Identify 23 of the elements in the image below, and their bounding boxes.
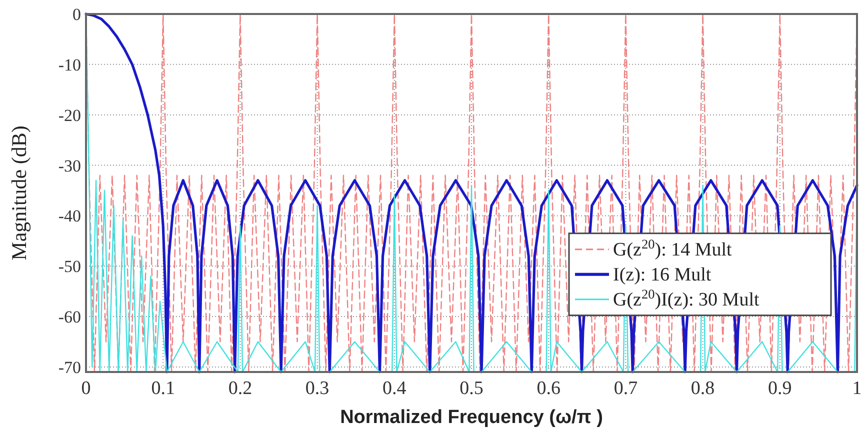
y-tick-label: -40 (58, 206, 81, 226)
x-tick-label: 0.3 (305, 378, 330, 399)
x-tick-label: 0.5 (460, 378, 484, 399)
x-tick-label: 0.7 (614, 378, 638, 399)
x-tick-label: 0.6 (536, 378, 560, 399)
legend-label: G(z$^{20}$): 14 Mult (613, 236, 733, 260)
x-tick-label: 0.8 (690, 378, 715, 399)
y-axis-title: Magnitude (dB) (7, 126, 31, 260)
legend-label: G(z$^{20}$)I(z): 30 Mult (613, 286, 760, 310)
legend-label: I(z): 16 Mult (613, 264, 712, 286)
y-tick-label: -10 (58, 55, 81, 74)
x-tick-label: 0.1 (151, 378, 175, 399)
y-tick-label: -30 (58, 156, 81, 176)
y-tick-label: -60 (58, 308, 81, 327)
x-tick-label: 1 (852, 378, 862, 399)
y-tick-label: -20 (58, 106, 81, 125)
y-tick-label: -50 (58, 257, 81, 276)
x-axis-title: Normalized Frequency (ω/π ) (340, 407, 603, 428)
y-tick-label: 0 (72, 5, 81, 24)
x-tick-label: 0.4 (382, 378, 407, 399)
y-tick-label: -70 (58, 358, 81, 377)
x-tick-label: 0.9 (768, 378, 792, 399)
x-tick-label: 0.2 (228, 378, 252, 399)
